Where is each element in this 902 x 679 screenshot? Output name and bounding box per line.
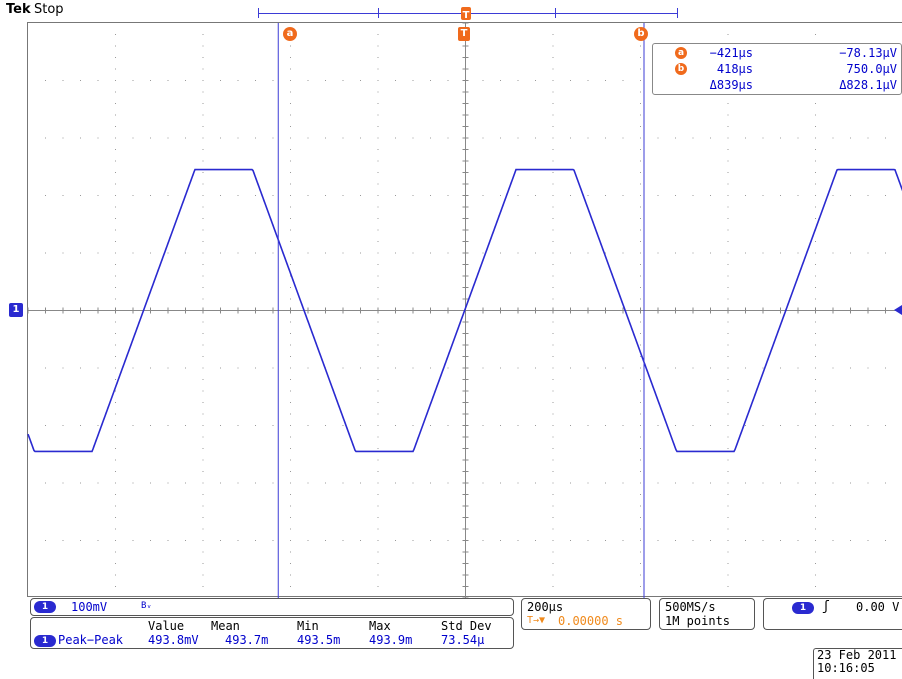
trigger-source-badge: 1 <box>792 602 814 614</box>
trigger-level: 0.00 V <box>856 600 900 614</box>
cursor-readout-panel: a −421μs −78.13μV b 418μs 750.0μV Δ839μs… <box>652 43 902 95</box>
measurement-min: 493.5m <box>297 633 341 647</box>
channel-1-badge: 1 <box>34 601 56 613</box>
record-length: 1M points <box>665 614 731 628</box>
trigger-panel[interactable]: 1 ʃ 0.00 V <box>763 598 902 630</box>
cursor-a-badge: a <box>675 47 687 59</box>
time: 10:16:05 <box>817 661 875 675</box>
measurement-name: Peak−Peak <box>58 633 124 647</box>
svg-text:T: T <box>463 10 470 21</box>
measurement-header-stddev: Std Dev <box>441 619 492 633</box>
measurement-stddev: 73.54μ <box>441 633 485 647</box>
cursor-a-marker[interactable]: a <box>283 27 297 41</box>
date: 23 Feb 2011 <box>817 648 897 662</box>
graticule-grid <box>27 22 902 599</box>
measurement-header-mean: Mean <box>211 619 240 633</box>
trigger-level-marker[interactable] <box>894 305 902 315</box>
cursor-a-time: −421μs <box>709 46 753 60</box>
measurement-header-min: Min <box>297 619 319 633</box>
waveform-display[interactable] <box>27 22 902 599</box>
bandwidth-limit-icon: Bᵥ <box>141 601 152 611</box>
timebase-panel[interactable]: 200μs T→▼ 0.00000 s <box>521 598 651 630</box>
measurement-value: 493.8mV <box>148 633 199 647</box>
horizontal-position-icon: T→▼ <box>527 615 546 626</box>
channel-1-settings[interactable]: 1 100mV Bᵥ <box>30 598 514 616</box>
horizontal-scale: 200μs <box>527 600 564 614</box>
cursor-delta-value: Δ828.1μV <box>839 78 897 92</box>
cursor-a-value: −78.13μV <box>839 46 897 60</box>
measurement-header-max: Max <box>369 619 391 633</box>
channel-1-scale: 100mV <box>71 600 108 614</box>
cursor-b-time: 418μs <box>716 62 753 76</box>
measurement-mean: 493.7m <box>225 633 269 647</box>
measurement-channel-badge: 1 <box>34 635 56 647</box>
measurement-header-value: Value <box>148 619 185 633</box>
channel-1-trace <box>27 168 902 453</box>
record-bar-tick <box>378 8 379 18</box>
cursor-b-marker[interactable]: b <box>634 27 648 41</box>
cursor-b-readout: b 418μs 750.0μV <box>653 62 902 78</box>
trigger-slope-icon: ʃ <box>822 599 830 614</box>
record-bar-right-tick <box>677 8 678 18</box>
trigger-marker[interactable]: T <box>458 27 470 41</box>
cursor-delta-time: Δ839μs <box>709 78 753 92</box>
status-bar: Tek Stop T <box>0 0 902 22</box>
date-time-display: 23 Feb 2011 10:16:05 <box>813 648 902 679</box>
channel-1-ground-marker[interactable]: 1 <box>9 303 23 317</box>
record-bar-tick <box>555 8 556 18</box>
cursor-delta-readout: Δ839μs Δ828.1μV <box>653 78 902 94</box>
brand-logo: Tek <box>6 2 31 17</box>
measurement-panel[interactable]: 1 Peak−Peak Value Mean Min Max Std Dev 4… <box>30 617 514 649</box>
horizontal-position: 0.00000 s <box>558 614 624 628</box>
sample-rate: 500MS/s <box>665 600 716 614</box>
measurement-max: 493.9m <box>369 633 413 647</box>
record-bar-left-tick <box>258 8 259 18</box>
acquisition-panel[interactable]: 500MS/s 1M points <box>659 598 755 630</box>
cursor-b-badge: b <box>675 63 687 75</box>
acquisition-status: Stop <box>34 2 64 17</box>
trigger-position-icon: T <box>461 7 471 21</box>
cursor-b-value: 750.0μV <box>846 62 897 76</box>
cursor-a-readout: a −421μs −78.13μV <box>653 46 902 62</box>
